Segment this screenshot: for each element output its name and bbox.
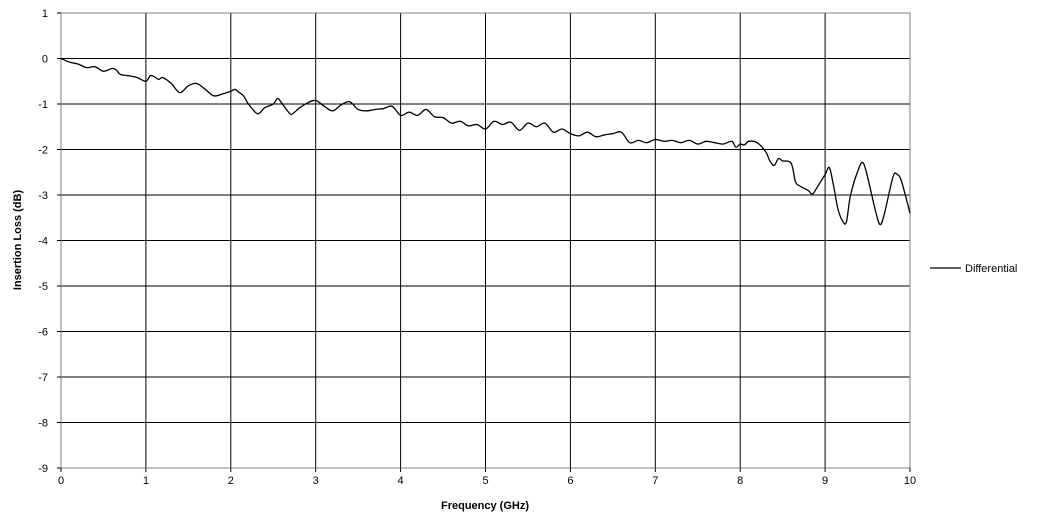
y-tick-label: -7: [38, 372, 48, 384]
x-tick-label: 7: [652, 475, 658, 487]
x-tick-label: 5: [482, 475, 488, 487]
x-tick-label: 4: [398, 475, 404, 487]
x-tick-label: 3: [313, 475, 319, 487]
legend: Differential: [930, 263, 1017, 275]
x-tick-label: 1: [143, 475, 149, 487]
x-axis-title: Frequency (GHz): [441, 500, 529, 512]
x-tick-label: 8: [737, 475, 743, 487]
series-layer: [60, 57, 911, 226]
y-tick-label: -4: [38, 236, 48, 248]
x-tick-label: 9: [822, 475, 828, 487]
y-tick-label: -8: [38, 418, 48, 430]
y-tick-label: -9: [38, 463, 48, 475]
x-axis-ticks: 0 1 2 3 4 5 6 7 8 9 10: [58, 468, 916, 487]
y-tick-label: 0: [42, 54, 48, 66]
x-tick-label: 6: [567, 475, 573, 487]
series-line-differential: [60, 57, 911, 226]
y-tick-label: -3: [38, 190, 48, 202]
x-tick-label: 0: [58, 475, 64, 487]
y-axis-title: Insertion Loss (dB): [12, 190, 24, 291]
y-tick-label: 1: [42, 8, 48, 20]
y-tick-label: -5: [38, 281, 48, 293]
x-tick-label: 2: [228, 475, 234, 487]
grid-lines: [61, 13, 910, 468]
y-axis-ticks: 1 0 -1 -2 -3 -4 -5 -6 -7 -8 -9: [38, 8, 61, 475]
legend-label-differential: Differential: [965, 263, 1017, 275]
x-tick-label: 10: [904, 475, 916, 487]
y-tick-label: -1: [38, 99, 48, 111]
y-tick-label: -2: [38, 145, 48, 157]
y-tick-label: -6: [38, 327, 48, 339]
